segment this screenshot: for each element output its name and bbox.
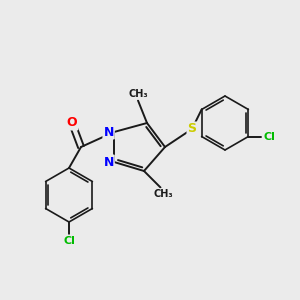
Text: N: N [103,125,114,139]
Text: CH₃: CH₃ [128,89,148,99]
Text: Cl: Cl [63,236,75,246]
Text: Cl: Cl [263,131,275,142]
Text: O: O [67,116,77,130]
Text: CH₃: CH₃ [154,189,173,199]
Text: N: N [103,155,114,169]
Text: S: S [188,122,196,136]
